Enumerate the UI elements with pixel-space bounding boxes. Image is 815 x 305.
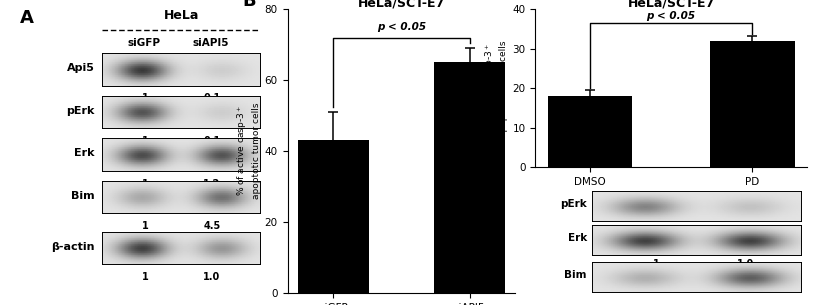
Text: 1: 1	[142, 221, 148, 231]
Title: HeLa/SCT-E7: HeLa/SCT-E7	[628, 0, 715, 9]
Text: A: A	[20, 9, 34, 27]
Y-axis label: % of active casp-3$^+$
apoptotic tumor cells: % of active casp-3$^+$ apoptotic tumor c…	[235, 103, 261, 199]
Text: 1: 1	[653, 225, 659, 235]
Bar	[298, 140, 368, 293]
Text: Erk: Erk	[568, 233, 587, 242]
Text: p < 0.05: p < 0.05	[377, 22, 426, 32]
Bar	[548, 96, 632, 167]
Text: 4.5: 4.5	[204, 221, 221, 231]
Text: 0.1: 0.1	[204, 136, 221, 146]
Text: siAPI5: siAPI5	[192, 38, 229, 48]
Text: 1.0: 1.0	[204, 272, 221, 282]
Text: 1: 1	[142, 179, 148, 188]
Text: 1: 1	[142, 272, 148, 282]
Text: pErk: pErk	[66, 106, 95, 116]
Text: pErk: pErk	[560, 199, 587, 209]
Text: HeLa: HeLa	[164, 9, 199, 22]
Bar	[710, 41, 795, 167]
Text: 0.1: 0.1	[204, 94, 221, 103]
Text: 1: 1	[142, 94, 148, 103]
Text: 1: 1	[142, 136, 148, 146]
Text: 0.2: 0.2	[737, 225, 755, 235]
Y-axis label: % of active casp-3$^+$
apoptotic tumor cells: % of active casp-3$^+$ apoptotic tumor c…	[482, 40, 509, 137]
Text: Bim: Bim	[565, 270, 587, 280]
Text: 1.2: 1.2	[204, 179, 221, 188]
Text: siGFP: siGFP	[127, 38, 161, 48]
Text: B: B	[242, 0, 256, 10]
Text: β-actin: β-actin	[51, 242, 95, 252]
Text: 1.0: 1.0	[737, 259, 755, 269]
Text: 1: 1	[653, 259, 659, 269]
Text: Erk: Erk	[74, 148, 95, 158]
Title: HeLa/SCT-E7: HeLa/SCT-E7	[358, 0, 445, 9]
Text: Bim: Bim	[71, 191, 95, 201]
Text: Api5: Api5	[67, 63, 95, 73]
Text: p < 0.05: p < 0.05	[646, 11, 696, 21]
Bar	[434, 62, 505, 293]
